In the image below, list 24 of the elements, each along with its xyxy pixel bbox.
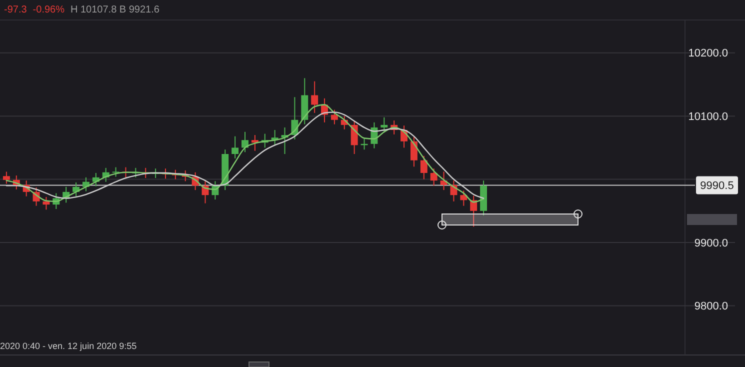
candlestick <box>460 190 468 206</box>
candlestick <box>410 136 418 168</box>
candlestick <box>430 168 438 186</box>
candlestick <box>2 171 10 184</box>
candlestick <box>232 136 239 159</box>
y-tick-label: 9800.0 <box>694 300 728 313</box>
candlestick <box>470 195 478 228</box>
candlestick <box>42 196 50 210</box>
y-tick-label: 10200.0 <box>688 48 728 60</box>
candlestick <box>112 166 120 178</box>
text: -0.96% <box>32 4 65 16</box>
candlestick <box>380 116 388 132</box>
candlestick <box>242 131 248 153</box>
text: H 10107.8 B 9921.6 <box>70 4 160 16</box>
ref-line-label: 9990.5 <box>700 180 734 192</box>
text: -97.3 <box>4 4 28 16</box>
candlestick <box>420 155 428 180</box>
annotation: 2020 0:40 - ven. 12 juin 2020 9:55 <box>0 341 137 351</box>
candlestick <box>350 120 358 154</box>
y-tick-label: 10100.0 <box>688 110 728 123</box>
y-tick-label: 9900.0 <box>694 237 728 250</box>
candlestick <box>330 109 338 125</box>
candlestick <box>311 80 318 114</box>
candlestick <box>251 134 258 152</box>
